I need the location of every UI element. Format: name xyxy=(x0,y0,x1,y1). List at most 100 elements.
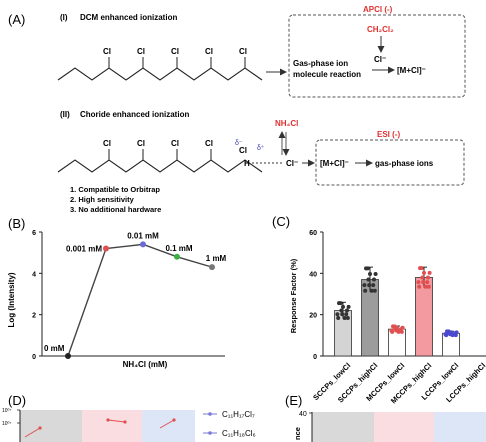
hydrogen-atom: H xyxy=(244,159,250,168)
part1-cl-2: Cl xyxy=(137,47,145,56)
panel-b-point-label: 0.1 mM xyxy=(165,244,192,253)
part1-cl-5: Cl xyxy=(239,47,247,56)
panel-c-replicate-point xyxy=(426,284,431,289)
part2-cl-5: Cl xyxy=(239,146,247,155)
panel-b-data-point xyxy=(103,245,109,252)
panel-c-replicate-point xyxy=(371,283,376,288)
panel-c-ytick-label: 0 xyxy=(313,354,317,361)
apci-step-line2: molecule reaction xyxy=(293,70,361,79)
panel-b-data-point xyxy=(140,241,146,248)
panel-c-ytick-label: 60 xyxy=(309,230,317,237)
part2-cl-3: Cl xyxy=(171,139,179,148)
delta-minus: δ⁻ xyxy=(235,140,243,147)
panel-e-band-blue xyxy=(434,412,486,442)
panel-a-label: (A) xyxy=(8,12,25,27)
panel-e-ytick: 40 xyxy=(299,411,307,418)
panel-c-replicate-point xyxy=(367,283,372,288)
part1-cl-3: Cl xyxy=(171,47,179,56)
benefit-3: 3. No additional hardware xyxy=(70,205,161,214)
panel-c-replicate-point xyxy=(453,333,458,338)
panel-d-point xyxy=(172,418,176,422)
part2-cl-1: Cl xyxy=(103,139,111,148)
panel-c-replicate-point xyxy=(342,315,347,320)
apci-step-line1: Gas-phase ion xyxy=(293,59,348,68)
panel-c: (C) Response Factor (%) 0204060SCCPs_low… xyxy=(272,214,486,405)
panel-b-ytick-label: 6 xyxy=(32,230,36,237)
panel-b-data-point xyxy=(65,353,71,359)
panel-a: (A) (I) DCM enhanced ionization Cl Cl Cl… xyxy=(8,5,466,214)
panel-c-replicate-point xyxy=(425,280,430,285)
panel-c-replicate-point xyxy=(372,288,377,293)
panel-c-replicate-point xyxy=(416,280,421,285)
nh4cl-reagent: NH₄Cl xyxy=(275,119,298,128)
panel-b-series-line xyxy=(67,243,213,357)
panel-e-ylabel-fragment: nce xyxy=(293,427,302,440)
part2-numeral: (II) xyxy=(60,110,70,119)
panel-c-replicate-point xyxy=(448,332,453,337)
panel-c-replicate-point xyxy=(362,283,367,288)
apci-product: [M+Cl]⁻ xyxy=(397,66,426,75)
panel-d-ytick-1: 10⁰⁷ xyxy=(2,408,12,414)
panel-d-label: (D) xyxy=(8,393,26,408)
panel-c-replicate-point xyxy=(417,284,422,289)
panel-c-replicate-point xyxy=(373,271,378,276)
panel-c-plot: 0204060SCCPs_lowClSCCPs_highClMCCPs_lowC… xyxy=(309,230,486,405)
panel-c-bar xyxy=(415,277,433,357)
esi-outcome: gas-phase ions xyxy=(375,159,434,168)
part2-cl-4: Cl xyxy=(205,139,213,148)
panel-c-replicate-point xyxy=(392,324,397,329)
apci-box xyxy=(288,14,466,98)
panel-d-series-2-line xyxy=(107,419,126,423)
panel-c-replicate-point xyxy=(423,284,428,289)
apci-box-title: APCI (-) xyxy=(363,5,393,14)
part1-title: DCM enhanced ionization xyxy=(80,13,177,22)
esi-box xyxy=(315,139,465,186)
esi-box-title: ESI (-) xyxy=(377,130,400,139)
part1-alkyl-chain xyxy=(57,67,263,81)
legend-d-label-1: C₁₁H₁₇Cl₇ xyxy=(222,410,255,419)
panel-c-replicate-point xyxy=(420,275,425,280)
part1-chlorine-substituents: Cl Cl Cl Cl Cl xyxy=(103,47,247,68)
panel-d-series-1-line xyxy=(24,427,41,438)
panel-b-ylabel: Log (Intensity) xyxy=(7,272,16,327)
panel-b-data-point xyxy=(174,253,180,260)
panel-c-replicate-point xyxy=(338,301,343,306)
panel-e: (E) 40 nce xyxy=(285,393,486,442)
panel-c-replicate-point xyxy=(369,288,374,293)
part2-chlorine-substituents: Cl Cl Cl Cl Cl xyxy=(103,139,247,160)
panel-c-replicate-point xyxy=(336,315,341,320)
panel-c-replicate-point xyxy=(363,288,368,293)
panel-b-plot: 0 2 4 6 0 mM 0.001 mM 0.01 mM 0.1 mM 1 mM xyxy=(32,230,226,361)
chloride-ion: Cl⁻ xyxy=(286,159,298,168)
panel-c-replicate-point xyxy=(399,329,404,334)
panel-c-replicate-point xyxy=(341,304,345,309)
apci-cl-minus: Cl⁻ xyxy=(374,55,386,64)
legend-d-marker-2 xyxy=(208,431,212,435)
panel-b-point-label: 0.001 mM xyxy=(66,245,102,254)
esi-product: [M+Cl]⁻ xyxy=(320,159,349,168)
panel-d-point xyxy=(38,426,42,430)
legend-d-marker-1 xyxy=(208,412,212,416)
panel-c-ytick-label: 20 xyxy=(309,313,317,320)
panel-b-data-point xyxy=(209,264,215,271)
delta-plus: δ⁺ xyxy=(257,145,265,152)
panel-c-ylabel: Response Factor (%) xyxy=(289,258,298,333)
panel-d-series-3-line xyxy=(159,419,175,429)
panel-b-ytick-label: 2 xyxy=(32,313,36,320)
panel-d-band-blue xyxy=(142,410,195,442)
panel-e-band-grey xyxy=(312,412,374,442)
panel-c-replicate-point xyxy=(421,280,426,285)
panel-c-replicate-point xyxy=(419,266,424,271)
panel-c-replicate-point xyxy=(340,312,345,317)
benefit-1: 1. Compatible to Orbitrap xyxy=(70,185,160,194)
panel-c-replicate-point xyxy=(345,315,350,320)
panel-b-point-label: 0.01 mM xyxy=(127,231,159,240)
panel-d-band-pink xyxy=(82,410,142,442)
part2-cl-2: Cl xyxy=(137,139,145,148)
panel-c-replicate-point xyxy=(339,308,344,313)
panel-c-replicate-point xyxy=(365,266,370,271)
panel-b-ytick-label: 4 xyxy=(32,271,36,278)
part2-title: Choride enhanced ionization xyxy=(80,110,189,119)
